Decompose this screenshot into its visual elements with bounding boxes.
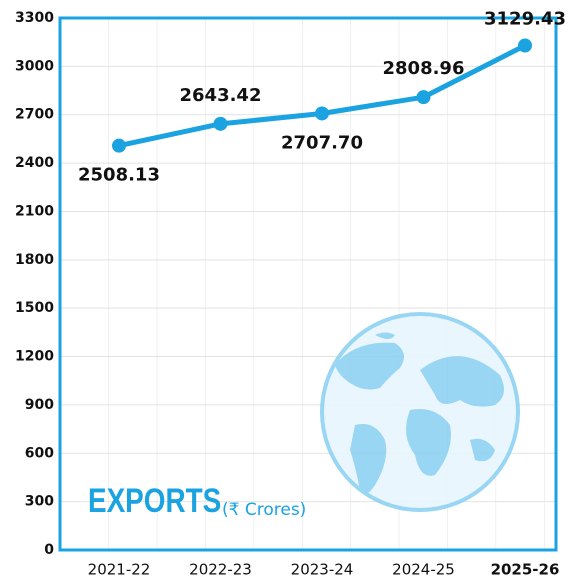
y-tick-label: 2700 — [15, 107, 54, 123]
y-tick-label: 0 — [44, 542, 54, 558]
point — [416, 90, 431, 105]
x-tick-label: 2024-25 — [392, 561, 455, 579]
point — [112, 138, 126, 153]
value-label: 2508.13 — [78, 165, 160, 186]
plot-frame — [58, 16, 558, 552]
value-label: 2707.70 — [281, 132, 363, 153]
y-tick-label: 600 — [25, 445, 54, 461]
annotation-unit: (₹ Crores) — [222, 500, 306, 520]
x-tick-label: 2023-24 — [291, 561, 354, 579]
y-tick-label: 300 — [25, 494, 54, 510]
y-tick-label: 1200 — [15, 349, 54, 365]
y-tick-label: 2100 — [15, 203, 54, 219]
value-label: 2643.42 — [180, 85, 262, 106]
globe — [320, 312, 520, 512]
y-tick-label: 1800 — [15, 252, 54, 268]
x-tick-label: 2022-23 — [189, 561, 252, 579]
value-label: 3129.43 — [484, 8, 566, 29]
y-tick-label: 2400 — [15, 155, 54, 171]
y-tick-label: 3000 — [15, 58, 54, 74]
y-tick-label: 900 — [25, 397, 54, 413]
point — [315, 106, 329, 121]
annotation-title: EXPORTS — [88, 481, 221, 519]
y-tick-label: 1500 — [15, 300, 54, 316]
marks: 2508.13 2643.42 2707.70 2808.96 3129.43 — [78, 8, 566, 185]
x-tick-label: 2021-22 — [88, 561, 151, 579]
y-tick-label: 3300 — [15, 10, 54, 26]
value-label: 2808.96 — [383, 58, 465, 79]
x-tick-label: 2025-26 — [491, 561, 560, 579]
point — [518, 38, 532, 53]
point — [213, 116, 228, 131]
